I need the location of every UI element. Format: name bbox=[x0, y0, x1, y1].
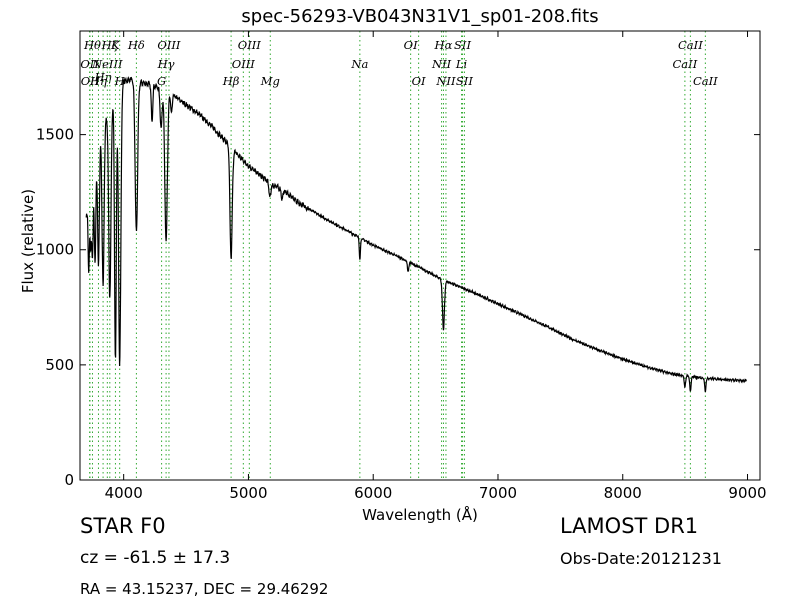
line-marker-label: OI bbox=[412, 74, 426, 88]
line-marker-label: Li bbox=[455, 57, 468, 71]
line-marker-label: SII bbox=[456, 74, 473, 88]
line-marker-label: Hη bbox=[89, 74, 107, 88]
chart-title: spec-56293-VB043N31V1_sp01-208.fits bbox=[241, 6, 599, 27]
x-tick-label: 4000 bbox=[105, 484, 143, 502]
y-tick-label: 0 bbox=[64, 471, 74, 489]
line-marker-label: OIII bbox=[232, 57, 256, 71]
line-marker-label: K bbox=[110, 38, 121, 52]
line-marker-label: Hα bbox=[434, 38, 453, 52]
line-marker-label: OIII bbox=[157, 38, 181, 52]
redshift-label: cz = -61.5 ± 17.3 bbox=[80, 548, 231, 568]
line-marker-label: Hζ bbox=[101, 38, 119, 52]
coordinates-label: RA = 43.15237, DEC = 29.46292 bbox=[80, 580, 329, 598]
x-tick-label: 8000 bbox=[604, 484, 642, 502]
line-marker-label: NII bbox=[435, 74, 456, 88]
line-marker-label: OII bbox=[81, 74, 100, 88]
line-marker-label: CaII bbox=[673, 57, 698, 71]
line-marker-label: SII bbox=[454, 38, 471, 52]
line-marker-label: Hδ bbox=[127, 38, 145, 52]
line-marker-label: Hθ bbox=[83, 38, 101, 52]
y-tick-label: 500 bbox=[45, 356, 74, 374]
line-marker-label: NII bbox=[431, 57, 452, 71]
plot-frame bbox=[79, 30, 761, 481]
line-marker-label: Hβ bbox=[222, 74, 240, 88]
x-tick-label: 5000 bbox=[229, 484, 267, 502]
x-tick-label: 6000 bbox=[354, 484, 392, 502]
line-marker-label: Na bbox=[350, 57, 368, 71]
object-class-label: STAR F0 bbox=[80, 514, 166, 538]
x-tick-label: 9000 bbox=[728, 484, 766, 502]
line-marker-label: Mg bbox=[260, 74, 280, 88]
line-marker-label: Hη bbox=[94, 70, 112, 84]
y-tick-label: 1500 bbox=[36, 126, 74, 144]
line-marker-label: CaII bbox=[678, 38, 703, 52]
y-axis-label: Flux (relative) bbox=[19, 188, 37, 294]
obs-date-label: Obs-Date:20121231 bbox=[560, 549, 722, 568]
line-marker-label: NeIII bbox=[91, 57, 123, 71]
survey-label: LAMOST DR1 bbox=[560, 514, 699, 538]
line-marker-label: G bbox=[157, 74, 166, 88]
line-marker-label: OIII bbox=[238, 38, 262, 52]
line-marker-label: Hγ bbox=[157, 57, 175, 71]
y-tick-label: 1000 bbox=[36, 241, 74, 259]
x-tick-label: 7000 bbox=[479, 484, 517, 502]
line-marker-label: CaII bbox=[693, 74, 718, 88]
x-axis-label: Wavelength (Å) bbox=[362, 506, 478, 524]
spectrum-line bbox=[85, 76, 747, 393]
line-marker-label: OI bbox=[404, 38, 418, 52]
